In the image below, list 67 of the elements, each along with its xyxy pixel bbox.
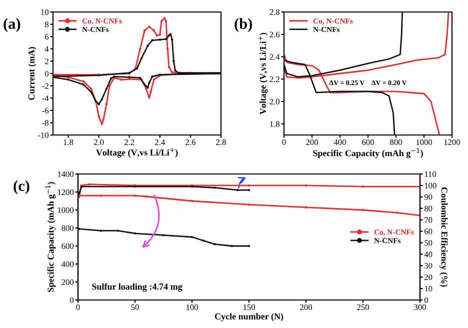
x-axis-title: Specific Capacity (mAh g$^{−1}$) — [313, 148, 423, 158]
x-tick-label: 50 — [131, 304, 139, 310]
y-tick-label: 8 — [44, 22, 49, 28]
y2-tick-label: 70 — [424, 217, 432, 223]
y2-tick-label: 80 — [424, 206, 432, 212]
y-tick-label: 2.6 — [270, 32, 280, 38]
y2-tick-label: 100 — [424, 182, 436, 188]
y-tick-label: 2.4 — [270, 54, 280, 60]
y-axis-title: Specific Capacity (mAh g$^{−1}$) — [46, 182, 56, 292]
annotation: Sulfur loading :4.74 mg — [92, 283, 182, 292]
y2-tick-label: 10 — [424, 286, 432, 292]
y-tick-label: 0 — [44, 70, 49, 76]
y-tick-label: -10 — [38, 132, 49, 138]
x-axis-title: Voltage (V,vs Li/Li$^{+}$) — [96, 148, 178, 158]
y-tick-label: 0 — [70, 297, 74, 303]
y-axis-title: Current (mA) — [28, 47, 36, 100]
y-axis-title: Voltage (V,vs Li/Li$^{+}$) — [258, 32, 268, 114]
y-tick-label: 200 — [62, 279, 74, 285]
chart-title: (a) — [4, 18, 20, 32]
x-tick-label: 200 — [306, 139, 318, 146]
x-tick-label: 250 — [357, 304, 369, 310]
y-tick-label: 10 — [41, 9, 49, 15]
x-axis-title: Cycle number (N) — [214, 313, 284, 322]
x-tick-label: 0 — [282, 139, 286, 146]
x-tick-label: 2.6 — [186, 139, 196, 146]
y-tick-label: 400 — [61, 261, 74, 267]
x-tick-label: 2.2 — [124, 139, 134, 146]
x-tick-label: 300 — [414, 304, 426, 310]
x-tick-label: 2.4 — [155, 139, 165, 146]
x-tick-label: 200 — [300, 304, 312, 310]
x-tick-label: 2.8 — [216, 139, 226, 146]
x-tick-label: 1000 — [416, 139, 432, 146]
y2-tick-label: 40 — [424, 252, 432, 258]
x-tick-label: 150 — [243, 304, 255, 310]
y-tick-label: 4 — [44, 46, 49, 52]
y2-axis-title: Coulombic Efficiency (%) — [439, 187, 448, 287]
y-tick-label: 2.2 — [270, 76, 280, 82]
x-tick-label: 2.0 — [94, 139, 104, 146]
y-tick-label: 1400 — [58, 171, 74, 177]
y-tick-label: -6 — [42, 108, 49, 114]
y-tick-label: 2.8 — [270, 9, 280, 16]
y2-tick-label: 50 — [424, 240, 432, 246]
y2-tick-label: 60 — [424, 228, 432, 234]
chart-title: (b) — [234, 18, 252, 32]
y-tick-label: 1.8 — [270, 121, 280, 127]
y-tick-label: 800 — [62, 225, 74, 231]
chart-title: (c) — [14, 180, 30, 194]
x-tick-label: 1200 — [444, 139, 460, 146]
y-tick-label: -2 — [42, 83, 48, 89]
y2-tick-label: 20 — [424, 274, 432, 280]
y2-tick-label: 0 — [424, 297, 428, 303]
y2-tick-label: 30 — [424, 262, 432, 269]
y-tick-label: 6 — [45, 34, 49, 40]
y2-tick-label: 90 — [424, 194, 432, 200]
y-tick-label: -4 — [42, 96, 49, 101]
y-tick-label: 2.0 — [270, 98, 280, 104]
x-tick-label: 0 — [76, 304, 80, 310]
x-tick-label: 600 — [362, 139, 374, 146]
x-tick-label: 100 — [186, 304, 198, 310]
y-tick-label: -8 — [42, 120, 49, 126]
x-tick-label: 400 — [334, 139, 346, 146]
y-tick-label: 600 — [62, 243, 74, 249]
x-tick-label: 800 — [390, 139, 402, 146]
y2-tick-label: 110 — [424, 171, 436, 177]
y-tick-label: 1200 — [58, 189, 74, 195]
y-tick-label: 2 — [45, 58, 48, 64]
y-tick-label: 1000 — [58, 207, 74, 213]
